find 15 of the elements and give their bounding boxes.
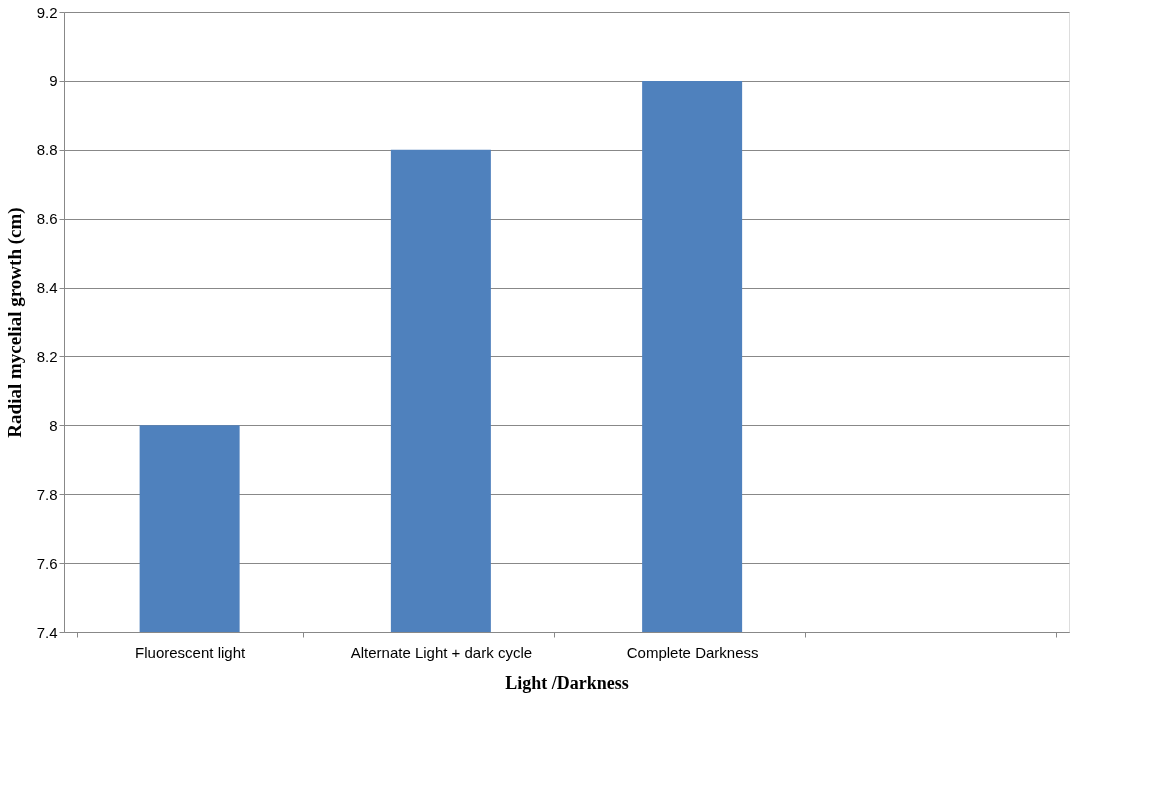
y-tick-label: 7.6 (36, 554, 58, 572)
y-axis-title: Radial mycelial growth (cm) (3, 207, 26, 438)
y-tick-label: 7.8 (36, 485, 58, 503)
y-tick-label: 8.4 (36, 279, 58, 297)
x-axis-title: Light /Darkness (505, 672, 629, 693)
y-tick-label: 8 (49, 416, 58, 434)
y-tick-label: 7.4 (36, 623, 58, 641)
y-tick-label: 9.2 (36, 3, 58, 21)
y-tick-label: 8.6 (36, 210, 58, 228)
x-tick-label: Fluorescent light (135, 643, 246, 661)
y-tick-label: 9 (49, 72, 58, 90)
y-tick-label: 8.2 (36, 347, 58, 365)
y-tick-label: 8.8 (36, 141, 58, 159)
x-tick-label: Complete Darkness (626, 643, 759, 661)
x-tick-label: Alternate Light + dark cycle (350, 643, 533, 661)
